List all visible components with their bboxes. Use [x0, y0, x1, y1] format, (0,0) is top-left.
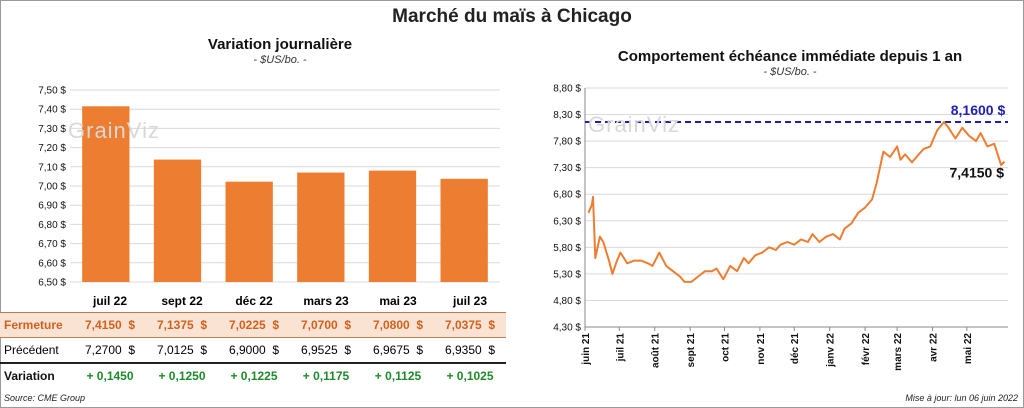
y-tick-label: 6,90 $: [38, 201, 66, 212]
bar-chart: 6,50 $ 6,60 $ 6,70 $ 6,80 $ 6,90 $ 7,00 $ 7,10…: [38, 86, 500, 289]
y-tick-label: 7,30 $: [38, 124, 66, 135]
table-header: sept 22: [161, 294, 203, 308]
table-cell: 7,2700 $: [74, 337, 146, 364]
table-cell: + 0,1025: [446, 369, 494, 383]
table-cell: 6,9675 $: [362, 337, 434, 364]
x-tick-label: avr 22: [929, 333, 940, 362]
table-cell: 6,9350 $: [434, 337, 506, 364]
row-label: Variation: [4, 369, 55, 383]
bar: [82, 106, 130, 282]
y-tick-label: 6,70 $: [38, 239, 66, 250]
y-tick-label: 4,80 $: [553, 296, 581, 307]
line-chart-title: Comportement échéance immédiate depuis 1…: [617, 48, 963, 65]
x-tick-label: janv 22: [826, 333, 837, 368]
y-tick-label: 7,30 $: [553, 163, 581, 174]
line-chart-unit: - $US/bo. -: [763, 66, 817, 78]
update-note: Mise à jour: lun 06 juin 2022: [905, 393, 1018, 403]
table-header: juil 23: [452, 294, 487, 308]
bar-chart-title: Variation journalière: [207, 36, 353, 53]
table-header: mars 23: [303, 294, 349, 308]
table-cell: 7,0800 $: [362, 312, 434, 338]
x-tick-label: mars 22: [893, 333, 904, 371]
x-tick-label: sept 21: [686, 333, 697, 368]
table-row-variation: Variation + 0,1450 + 0,1250 + 0,1225 + 0…: [0, 363, 506, 388]
bar: [153, 159, 202, 282]
price-line: [587, 121, 1006, 283]
x-tick-label: juin 21: [581, 333, 592, 366]
y-tick-label: 6,50 $: [38, 278, 66, 289]
table-cell: + 0,1125: [374, 369, 422, 383]
table-cell: 7,1375 $: [146, 312, 218, 338]
last-price-label: 7,4150 $: [950, 165, 1005, 181]
page-title: Marché du maïs à Chicago: [392, 6, 632, 27]
table-cell: + 0,1450: [86, 369, 134, 383]
y-tick-label: 6,30 $: [553, 216, 581, 227]
y-tick-label: 6,80 $: [553, 190, 581, 201]
x-tick-label: août 21: [651, 333, 662, 368]
table-cell: 6,9525 $: [290, 337, 362, 364]
y-tick-label: 7,80 $: [553, 137, 581, 148]
y-tick-label: 6,80 $: [38, 220, 66, 231]
table-cell: 7,0700 $: [290, 312, 362, 338]
row-label: Fermeture: [0, 312, 74, 338]
table-row-fermeture: Fermeture 7,4150 $ 7,1375 $ 7,0225 $ 7,0…: [0, 312, 506, 338]
table-row-precedent: Précédent 7,2700 $ 7,0125 $ 6,9000 $ 6,9…: [0, 337, 506, 364]
x-tick-label: juil 21: [615, 333, 626, 363]
table-header: juil 22: [92, 294, 127, 308]
x-tick-label: oct 21: [720, 333, 731, 362]
table-cell: 6,9000 $: [218, 337, 290, 364]
price-table: juil 22 sept 22 déc 22 mars 23 mai 23 ju…: [0, 290, 506, 388]
table-header: déc 22: [235, 294, 273, 308]
table-cell: + 0,1175: [302, 369, 350, 383]
y-tick-label: 6,60 $: [38, 258, 66, 269]
y-tick-label: 7,20 $: [38, 143, 66, 154]
y-tick-label: 5,30 $: [553, 269, 581, 280]
bar: [225, 181, 273, 282]
x-tick-label: févr 22: [861, 333, 872, 366]
y-tick-label: 7,10 $: [38, 162, 66, 173]
bar: [297, 172, 345, 282]
source-note: Source: CME Group: [4, 393, 86, 403]
y-tick-label: 8,30 $: [553, 110, 581, 121]
y-tick-label: 4,30 $: [553, 323, 581, 334]
bar-chart-watermark: GrainViz: [68, 118, 160, 143]
x-tick-label: déc 21: [790, 333, 801, 365]
table-cell: 7,0375 $: [434, 312, 506, 338]
bar: [440, 178, 488, 282]
reference-line-label: 8,1600 $: [951, 102, 1006, 118]
table-cell: 7,0225 $: [218, 312, 290, 338]
line-chart-watermark: GrainViz: [588, 112, 680, 137]
row-label: Précédent: [0, 337, 74, 364]
y-tick-label: 7,50 $: [38, 86, 66, 97]
table-cell: 7,4150 $: [74, 312, 146, 338]
table-cell: + 0,1225: [230, 369, 278, 383]
y-tick-label: 8,80 $: [553, 84, 581, 95]
x-tick-label: nov 21: [756, 333, 767, 365]
table-header-row: juil 22 sept 22 déc 22 mars 23 mai 23 ju…: [0, 290, 506, 313]
table-header: mai 23: [379, 294, 417, 308]
table-cell: + 0,1250: [158, 369, 206, 383]
y-tick-label: 7,00 $: [38, 182, 66, 193]
bar: [368, 170, 417, 282]
x-tick-label: mai 22: [963, 333, 974, 365]
y-tick-label: 7,40 $: [38, 105, 66, 116]
table-cell: 7,0125 $: [146, 337, 218, 364]
y-tick-label: 5,80 $: [553, 243, 581, 254]
bar-chart-unit: - $US/bo. -: [253, 54, 307, 66]
